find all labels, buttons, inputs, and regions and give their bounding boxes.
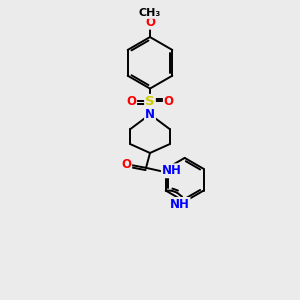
Text: O: O xyxy=(121,158,131,171)
Text: O: O xyxy=(164,95,174,108)
Text: S: S xyxy=(145,95,155,108)
Text: NH: NH xyxy=(162,164,182,177)
Text: O: O xyxy=(145,16,155,29)
Text: O: O xyxy=(126,95,136,108)
Text: N: N xyxy=(145,108,155,121)
Text: CH₃: CH₃ xyxy=(139,8,161,18)
Text: NH: NH xyxy=(170,198,190,211)
